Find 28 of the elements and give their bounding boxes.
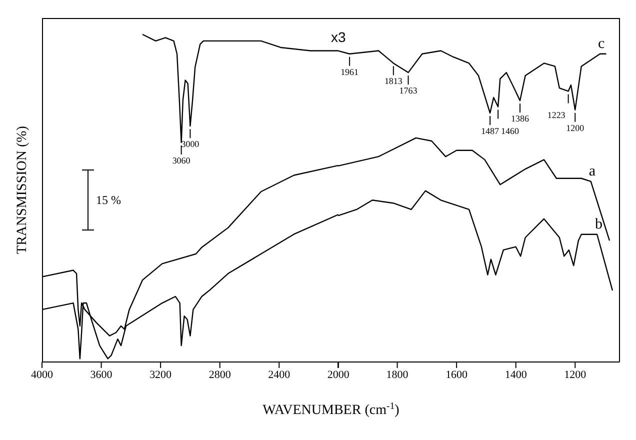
annotation: 1386 [511,114,530,124]
annotation: 15 % [96,193,121,207]
x-tick-label: 2400 [268,368,291,381]
scale-ruler: 15 % [82,170,121,230]
annotation: 1460 [501,126,520,136]
annotation: 1813 [384,76,404,86]
annotation: 1223 [548,110,566,120]
x-tick-label: 4000 [31,368,54,381]
annotation: 1200 [566,122,586,133]
x-tick-label: 1200 [564,368,588,381]
series-label: a [589,163,596,180]
annotation: 1961 [340,66,359,77]
x-tick-label: 1600 [446,368,468,381]
x-tick-label: 2800 [208,368,232,381]
x-axis-title: WAVENUMBER (cm$^{-1}$) [262,400,400,418]
series-label: c [598,36,606,52]
x-tick-label: 1800 [386,368,410,381]
annotation: x3 [331,29,346,45]
x-tick-label: 2000 [327,368,350,381]
x-tick-label: 3600 [90,368,113,381]
annotation: 1487 [481,126,500,136]
annotation: 3060 [172,155,191,166]
y-axis-title: TRANSMISSION (%) [15,126,30,254]
x-tick-label: 3200 [150,368,172,381]
annotation: 3000 [181,139,200,150]
x-tick-label: 1400 [505,368,528,381]
series-label: b [595,216,603,232]
annotation: 1763 [400,86,418,96]
